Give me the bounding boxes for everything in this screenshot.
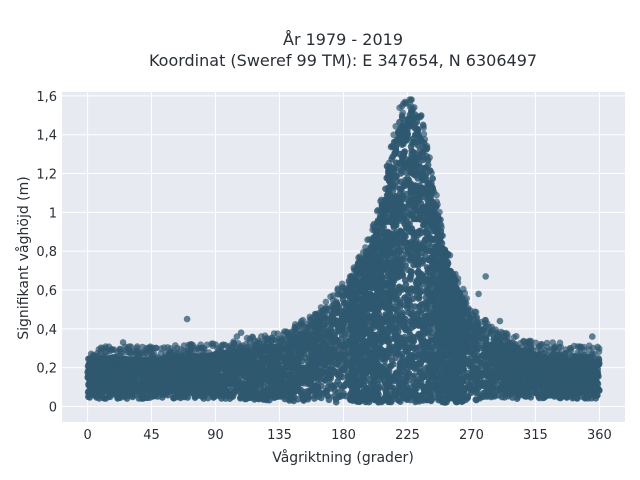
data-point [341,364,348,372]
data-point [489,348,497,355]
data-point [263,354,270,362]
data-point [509,352,517,360]
data-point [260,360,267,368]
data-point [474,389,482,397]
data-point [173,374,181,382]
data-point [498,350,506,358]
data-point [574,395,581,402]
chart-title: År 1979 - 2019 [283,30,403,49]
data-point [338,384,346,392]
data-point [477,359,485,367]
data-point [106,380,113,388]
data-point [472,368,479,375]
data-point [338,335,345,343]
data-point [550,381,557,388]
data-point [556,387,564,394]
data-point [114,366,122,374]
data-point [320,334,328,341]
data-point [496,358,504,365]
chart-subtitle: Koordinat (Sweref 99 TM): E 347654, N 63… [149,51,537,70]
data-point [230,379,237,387]
data-point [488,393,495,401]
data-point [555,364,562,371]
data-point [123,360,130,367]
data-point [276,383,284,391]
data-point [279,366,287,373]
data-point [595,386,603,394]
data-point [167,385,175,393]
data-point [332,328,340,336]
data-point [468,354,475,361]
data-point [223,392,231,399]
data-point [312,383,319,390]
data-point [471,336,478,344]
data-point [524,386,532,394]
data-point [302,347,309,354]
data-point [246,394,254,401]
data-point [302,354,309,362]
data-point [85,393,92,401]
data-point [210,393,217,401]
data-point [96,366,104,373]
data-point [548,368,556,375]
data-point [529,382,537,389]
data-point [265,390,272,398]
data-point [304,388,311,395]
data-point [281,391,288,398]
data-point [309,373,316,381]
data-point [123,377,130,385]
data-point [595,359,603,367]
data-point [337,322,345,330]
data-point [339,392,346,400]
data-point [473,347,481,354]
data-point [325,396,333,404]
data-point [164,391,172,399]
data-point [489,355,497,363]
data-point [527,359,534,366]
data-point [479,379,487,386]
data-point [582,394,589,401]
data-point [254,364,261,372]
data-point [317,356,325,363]
data-point [219,384,227,391]
data-point [237,395,244,402]
data-point [239,387,247,394]
data-point [489,377,496,385]
data-point [584,368,592,376]
data-point [294,387,302,395]
data-point [322,388,330,396]
data-point [515,374,522,381]
data-point [171,394,178,402]
data-point [284,384,291,392]
data-point [478,372,486,380]
data-point [330,383,338,391]
data-point [479,333,487,340]
data-point [291,378,299,385]
data-points [84,96,603,406]
data-point [305,393,312,401]
data-point [309,330,317,338]
data-point [332,361,339,368]
data-point [192,373,199,380]
data-point [513,395,521,403]
data-point [253,351,260,359]
data-point [300,366,307,373]
